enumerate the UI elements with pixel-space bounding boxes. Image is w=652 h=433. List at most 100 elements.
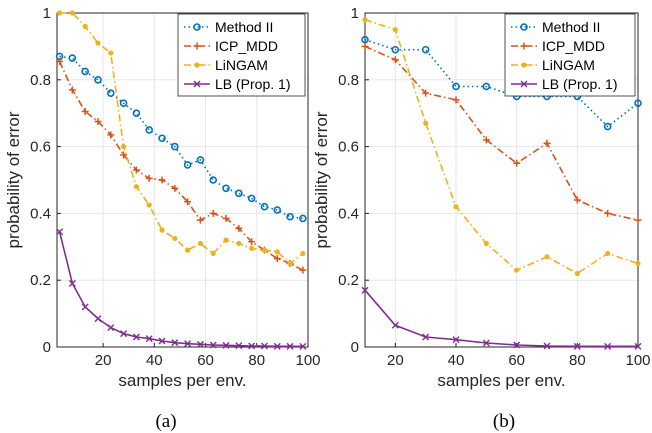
plot-area-b xyxy=(364,12,639,348)
data-point-lb-prop-1-a-10 xyxy=(184,340,192,348)
data-point-method-ii-a-15 xyxy=(247,194,256,203)
data-point-method-ii-b-2 xyxy=(421,45,430,54)
data-point-icp-mdd-a-8 xyxy=(158,176,166,184)
data-point-method-ii-a-4 xyxy=(106,89,115,97)
data-point-icp-mdd-a-1 xyxy=(68,86,76,94)
series-lingam-b xyxy=(362,17,641,277)
data-point-lb-prop-1-b-2 xyxy=(422,333,430,341)
data-point-icp-mdd-a-0 xyxy=(56,57,64,65)
x-axis-label-b: samples per env. xyxy=(437,371,565,390)
y-tick-label-b-3: 0.6 xyxy=(338,139,359,156)
data-point-icp-mdd-a-13 xyxy=(222,214,230,222)
series-lb-prop-1-b xyxy=(361,286,642,350)
y-tick-label-b-5: 1 xyxy=(351,5,359,22)
x-tick-label-a-0: 20 xyxy=(95,352,112,369)
data-point-lb-prop-1-a-1 xyxy=(68,280,76,288)
data-point-lingam-b-7 xyxy=(574,270,580,277)
data-point-lb-prop-1-b-7 xyxy=(573,342,581,350)
data-point-icp-mdd-a-10 xyxy=(184,198,192,206)
legend-label-icp-mdd-a: ICP_MDD xyxy=(215,38,278,54)
data-point-icp-mdd-b-7 xyxy=(573,196,581,204)
series-line-lb-prop-1-b xyxy=(364,289,638,348)
y-tick-label-a-0: 0 xyxy=(43,339,51,356)
data-point-lb-prop-1-a-9 xyxy=(171,339,179,347)
y-tick-label-a-5: 1 xyxy=(43,5,51,22)
data-point-lingam-b-0 xyxy=(362,17,368,23)
x-tick-label-b-1: 40 xyxy=(448,352,465,369)
plot-area-a xyxy=(56,12,309,348)
data-point-icp-mdd-a-legend xyxy=(193,42,201,50)
data-point-icp-mdd-b-4 xyxy=(482,136,490,144)
data-point-method-ii-a-13 xyxy=(222,184,230,193)
data-point-lb-prop-1-a-7 xyxy=(145,335,153,343)
data-point-lingam-a-1 xyxy=(69,10,75,16)
data-point-lb-prop-1-a-14 xyxy=(235,342,243,350)
series-method-ii-a xyxy=(55,52,307,223)
legend-label-method-ii-b: Method II xyxy=(542,19,600,35)
data-point-lb-prop-1-b-8 xyxy=(604,342,612,350)
data-point-method-ii-b-legend xyxy=(520,23,528,31)
data-point-icp-mdd-a-7 xyxy=(145,174,153,182)
data-point-icp-mdd-a-4 xyxy=(107,131,115,139)
data-point-lb-prop-1-b-5 xyxy=(513,341,521,349)
data-point-icp-mdd-a-14 xyxy=(235,224,243,232)
data-point-lingam-a-11 xyxy=(197,240,204,247)
data-point-icp-mdd-b-1 xyxy=(391,56,399,64)
y-tick-label-a-3: 0.6 xyxy=(30,139,51,156)
y-tick-label-b-0: 0 xyxy=(351,339,359,356)
data-point-lb-prop-1-a-legend xyxy=(193,80,201,88)
data-point-method-ii-a-8 xyxy=(158,134,166,143)
data-point-method-ii-a-12 xyxy=(209,176,218,184)
data-point-icp-mdd-a-2 xyxy=(81,108,89,116)
data-point-icp-mdd-a-11 xyxy=(196,216,204,224)
data-point-method-ii-b-0 xyxy=(361,35,369,44)
data-point-method-ii-a-10 xyxy=(183,161,192,169)
data-point-lingam-a-10 xyxy=(185,247,191,253)
data-point-lb-prop-1-a-11 xyxy=(196,340,204,348)
legend-label-lb-prop-1-a: LB (Prop. 1) xyxy=(215,76,290,92)
data-point-icp-mdd-a-5 xyxy=(120,151,128,159)
data-point-icp-mdd-a-12 xyxy=(209,209,217,217)
y-tick-label-a-4: 0.8 xyxy=(30,72,51,89)
data-point-method-ii-a-7 xyxy=(145,126,154,134)
x-tick-label-b-2: 60 xyxy=(508,352,525,369)
data-point-lb-prop-1-a-0 xyxy=(56,228,64,236)
data-point-lb-prop-1-a-13 xyxy=(222,341,230,349)
series-line-lingam-a xyxy=(59,12,304,265)
series-lingam-a xyxy=(56,10,306,267)
data-point-lingam-b-legend xyxy=(521,62,527,68)
data-point-icp-mdd-b-3 xyxy=(452,96,460,104)
panel-caption-a: (a) xyxy=(155,411,176,432)
data-point-icp-mdd-a-19 xyxy=(299,266,307,274)
legend-b: Method II ICP_MDD LiNGAM LB (Prop. 1) xyxy=(504,13,636,97)
data-point-icp-mdd-a-6 xyxy=(132,166,140,174)
data-point-method-ii-a-19 xyxy=(299,214,307,223)
x-tick-label-a-2: 60 xyxy=(197,352,214,369)
data-point-lingam-b-8 xyxy=(605,250,611,257)
data-point-icp-mdd-a-9 xyxy=(171,184,179,192)
y-axis-label-b: probability of error xyxy=(312,111,331,248)
x-tick-label-a-3: 80 xyxy=(248,352,265,369)
data-point-lingam-b-2 xyxy=(423,120,429,126)
data-point-icp-mdd-a-3 xyxy=(94,118,102,126)
data-point-lingam-a-12 xyxy=(210,250,216,257)
data-point-lingam-b-1 xyxy=(392,27,398,33)
data-point-lb-prop-1-a-5 xyxy=(120,330,128,338)
data-point-method-ii-a-legend xyxy=(193,23,201,31)
x-tick-label-a-1: 40 xyxy=(146,352,163,369)
data-point-lingam-a-18 xyxy=(287,260,293,267)
data-point-lingam-a-3 xyxy=(95,40,101,46)
data-point-method-ii-a-9 xyxy=(171,142,179,151)
legend-label-lingam-a: LiNGAM xyxy=(215,57,268,73)
x-tick-label-b-0: 20 xyxy=(387,352,404,369)
data-point-icp-mdd-b-6 xyxy=(543,139,551,147)
data-point-lingam-a-19 xyxy=(300,250,306,257)
data-point-lb-prop-1-a-2 xyxy=(81,303,89,311)
data-point-method-ii-b-8 xyxy=(603,122,612,131)
series-line-lingam-b xyxy=(364,18,639,275)
data-point-lingam-a-16 xyxy=(261,247,268,253)
data-point-lingam-a-legend xyxy=(194,62,200,68)
chart-panel-a: 0 0.2 0.4 0.6 0.8 1 20 40 60 80 100 samples per env… xyxy=(4,5,321,432)
series-line-icp-mdd-b xyxy=(364,45,639,221)
data-point-lb-prop-1-b-1 xyxy=(391,321,399,329)
